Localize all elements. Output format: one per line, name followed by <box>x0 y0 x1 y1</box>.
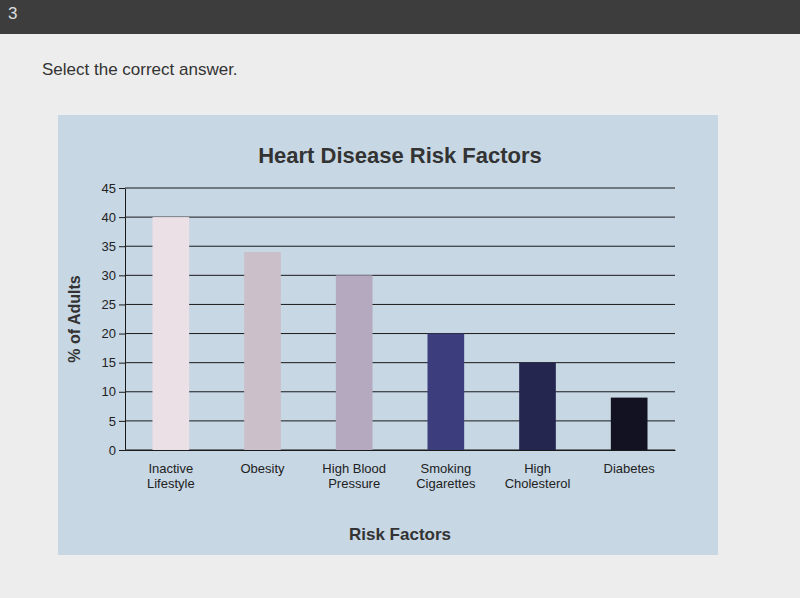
x-axis: InactiveLifestyle Obesity High BloodPressu… <box>126 451 676 491</box>
x-tick-label-line: Cigarettes <box>416 476 476 491</box>
chart: 0 5 10 15 20 25 30 35 40 45 InactiveLifestyle Obesi… <box>58 115 718 555</box>
x-tick: HighCholesterol <box>505 461 571 490</box>
title: Heart Disease Risk Factors <box>258 143 542 168</box>
y-tick: 40 <box>102 210 125 225</box>
grid-line <box>125 420 675 421</box>
y-tick: 25 <box>102 297 125 312</box>
y-tick-mark <box>119 217 125 218</box>
x-tick-label: High BloodPressure <box>322 461 386 490</box>
grid-line <box>125 391 675 392</box>
x-tick: Diabetes <box>604 461 656 476</box>
y-tick-mark <box>119 275 125 276</box>
y-tick: 10 <box>102 384 125 399</box>
x-tick: High BloodPressure <box>322 461 386 490</box>
bar <box>244 252 281 450</box>
x-tick-label-line: Cholesterol <box>505 476 571 491</box>
question-number: 3 <box>8 4 17 24</box>
y-tick-label: 10 <box>102 384 116 399</box>
bar <box>336 275 373 450</box>
grid-line <box>125 217 675 218</box>
y-tick: 35 <box>102 239 125 254</box>
top-bar: 3 <box>0 0 800 34</box>
y-tick-mark <box>119 188 125 189</box>
grid-line <box>125 362 675 363</box>
y-tick-label: 45 <box>102 181 116 196</box>
x-tick-label-line: High Blood <box>322 461 386 476</box>
bars <box>153 217 648 450</box>
chart-panel: 0 5 10 15 20 25 30 35 40 45 InactiveLifestyle Obesi… <box>58 115 718 555</box>
x-tick-label-line: Inactive <box>148 461 193 476</box>
y-tick-label: 15 <box>102 355 116 370</box>
y-tick-label: 20 <box>102 326 116 341</box>
x-tick-label-line: Lifestyle <box>147 476 195 491</box>
y-tick-label: 0 <box>109 443 116 458</box>
x-tick-label-line: Diabetes <box>604 461 656 476</box>
bar <box>611 398 648 450</box>
y-tick-mark <box>119 246 125 247</box>
grid-line <box>125 246 675 247</box>
y-tick: 0 <box>109 443 125 458</box>
y-tick: 30 <box>102 268 125 283</box>
y-tick-label: 30 <box>102 268 116 283</box>
y-axis-title: % of Adults <box>66 275 83 363</box>
y-tick-mark <box>119 421 125 422</box>
x-tick-label: Diabetes <box>604 461 656 476</box>
y-axis: 0 5 10 15 20 25 30 35 40 45 <box>102 181 126 458</box>
y-tick-label: 25 <box>102 297 116 312</box>
grid-line <box>125 275 675 276</box>
bar <box>428 334 465 450</box>
y-tick-mark <box>119 450 125 451</box>
grid-line <box>125 333 675 334</box>
bar <box>519 363 556 450</box>
x-tick-label-line: Obesity <box>240 461 285 476</box>
grid-line <box>125 450 675 451</box>
x-axis-line <box>126 450 676 451</box>
x-axis-title: Risk Factors <box>349 525 451 544</box>
x-tick-label: Obesity <box>240 461 285 476</box>
plot: 0 5 10 15 20 25 30 35 40 45 InactiveLifestyle Obesi… <box>102 181 676 491</box>
x-tick: SmokingCigarettes <box>416 461 476 490</box>
grid-line <box>125 304 675 305</box>
y-tick-mark <box>119 363 125 364</box>
y-tick-label: 40 <box>102 210 116 225</box>
x-tick-label-line: Smoking <box>421 461 472 476</box>
x-tick-label: InactiveLifestyle <box>147 461 195 490</box>
instruction: Select the correct answer. <box>42 60 238 80</box>
y-tick-mark <box>119 392 125 393</box>
grid-line <box>125 188 675 189</box>
y-tick: 5 <box>109 414 125 429</box>
x-tick-label: HighCholesterol <box>505 461 571 490</box>
y-tick-mark <box>119 304 125 305</box>
x-tick: InactiveLifestyle <box>147 461 195 490</box>
grid <box>125 188 675 450</box>
x-tick-label: SmokingCigarettes <box>416 461 476 490</box>
x-tick-label-line: Pressure <box>328 476 380 491</box>
y-tick: 20 <box>102 326 125 341</box>
y-tick-label: 5 <box>109 414 116 429</box>
y-tick: 15 <box>102 355 125 370</box>
x-tick: Obesity <box>240 461 285 476</box>
y-axis-line <box>125 189 126 451</box>
y-tick-mark <box>119 334 125 335</box>
x-tick-label-line: High <box>524 461 551 476</box>
bar <box>153 217 190 450</box>
y-tick: 45 <box>102 181 125 196</box>
y-tick-label: 35 <box>102 239 116 254</box>
